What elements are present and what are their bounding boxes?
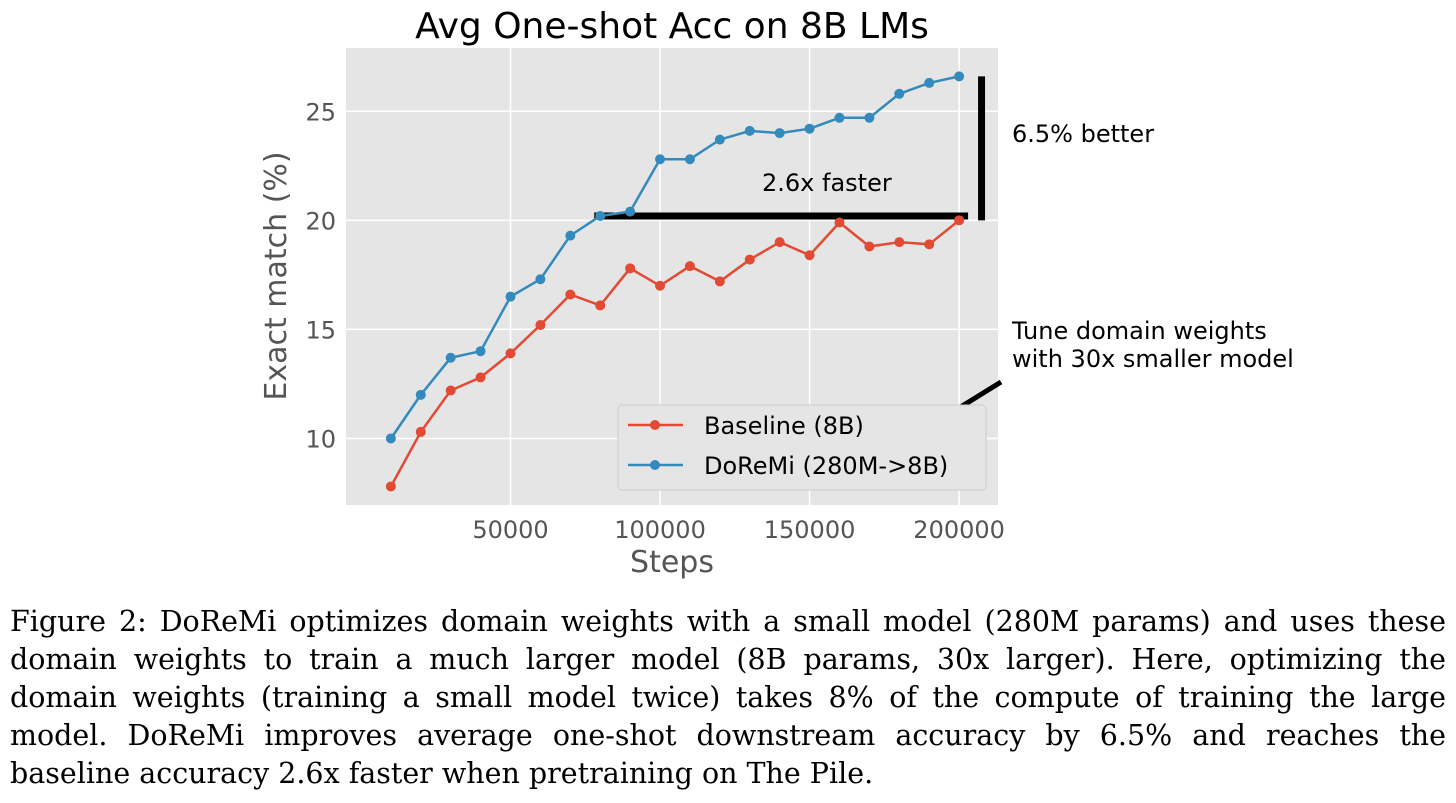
data-point-baseline [655,280,666,291]
data-point-baseline [744,254,755,265]
data-point-doremi [445,352,456,363]
data-point-baseline [505,348,516,359]
x-tick-label: 100000 [614,516,706,544]
x-tick-label: 150000 [764,516,856,544]
figure-caption: Figure 2: DoReMi optimizes domain weight… [10,605,1446,790]
data-point-doremi [894,88,905,99]
data-point-baseline [415,426,426,437]
tick-labels: 50000 100000 150000 200000 10 15 20 25 [305,98,1004,544]
chart-title: Avg One-shot Acc on 8B LMs [415,6,929,47]
faster-label: 2.6x faster [762,169,892,197]
legend-marker-doremi [650,460,660,470]
data-point-baseline [804,250,815,261]
data-point-baseline [684,261,695,272]
legend-label-doremi: DoReMi (280M->8B) [704,452,948,480]
legend-label-baseline: Baseline (8B) [704,412,864,440]
data-point-doremi [924,77,935,88]
data-point-doremi [535,274,546,285]
data-point-doremi [954,71,965,82]
x-tick-label: 200000 [913,516,1005,544]
data-point-doremi [505,291,516,302]
series-line-baseline [389,219,960,488]
legend: Baseline (8B) DoReMi (280M->8B) [617,404,987,491]
y-tick-label: 20 [305,207,336,235]
data-point-doremi [774,128,785,139]
data-point-doremi [834,112,845,123]
data-point-doremi [804,123,815,134]
data-point-baseline [834,217,845,228]
y-tick-label: 15 [305,316,336,344]
y-tick-label: 10 [305,425,336,453]
data-point-baseline [625,263,636,274]
data-point-baseline [475,372,486,383]
data-point-doremi [744,125,755,136]
data-point-baseline [385,481,396,492]
annotations [594,76,986,221]
data-point-baseline [864,241,875,252]
x-axis-label: Steps [630,545,714,580]
chart: Avg One-shot Acc on 8B LMs 50000 100000 15… [259,6,1294,580]
series-lines [385,71,965,492]
data-point-doremi [415,389,426,400]
data-point-baseline [774,237,785,248]
data-point-baseline [565,289,576,300]
data-point-doremi [475,346,486,357]
data-point-baseline [445,385,456,396]
data-point-baseline [954,215,965,226]
data-point-baseline [535,320,546,331]
legend-marker-baseline [650,420,660,430]
data-point-baseline [595,300,606,311]
y-axis-label: Exact match (%) [259,151,294,400]
data-point-baseline [924,239,935,250]
data-point-doremi [385,433,396,444]
data-point-doremi [625,206,636,217]
data-point-doremi [595,210,606,221]
better-label: 6.5% better [1012,120,1154,148]
data-point-doremi [864,112,875,123]
data-point-doremi [684,154,695,165]
data-point-doremi [565,230,576,241]
data-point-doremi [714,134,725,145]
legend-box [617,404,987,491]
x-tick-label: 50000 [472,516,548,544]
data-point-baseline [894,237,905,248]
data-point-baseline [714,276,725,287]
data-point-doremi [655,154,666,165]
note-line-2: with 30x smaller model [1012,345,1294,373]
y-tick-label: 25 [305,98,336,126]
note-line-1: Tune domain weights [1011,317,1267,345]
